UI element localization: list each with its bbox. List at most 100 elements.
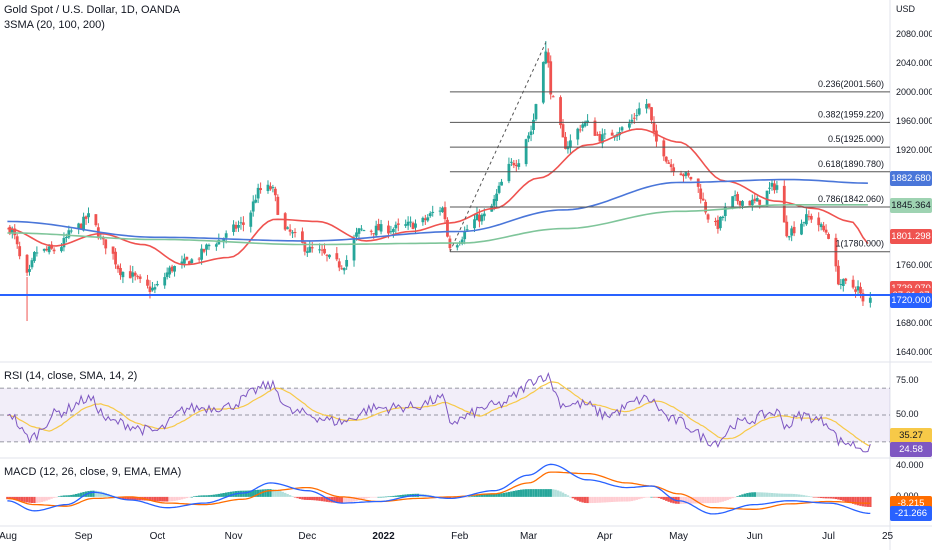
rsi-label[interactable]: RSI (14, close, SMA, 14, 2) [4, 370, 138, 382]
macd-histogram-bar [296, 496, 299, 499]
macd-histogram-bar [869, 496, 872, 507]
candle-body [839, 283, 843, 285]
candle-body [753, 198, 757, 201]
macd-histogram-bar [571, 496, 575, 499]
candle-body [438, 210, 442, 212]
macd-histogram-bar [844, 496, 847, 502]
candle-body [738, 200, 742, 206]
macd-histogram-bar [478, 494, 481, 497]
macd-histogram-bar [751, 492, 754, 497]
macd-histogram-bar [35, 496, 39, 503]
candle-body [455, 245, 459, 248]
macd-histogram-bar [306, 496, 309, 500]
candle-body [421, 217, 425, 223]
macd-histogram-bar [315, 496, 319, 501]
macd-histogram-bar [210, 494, 213, 497]
macd-histogram-bar [468, 496, 471, 498]
macd-histogram-bar [360, 496, 363, 500]
candle-body [138, 276, 142, 279]
macd-histogram-bar [726, 496, 729, 501]
candle-body [822, 225, 826, 231]
candle-body [190, 259, 194, 264]
macd-histogram-bar [633, 496, 636, 501]
macd-histogram-bar [229, 491, 233, 497]
candle-body [222, 238, 226, 243]
candle-body [714, 221, 717, 223]
macd-histogram-bar [490, 493, 493, 497]
macd-histogram-bar [669, 496, 673, 503]
candle-body [335, 253, 339, 260]
candle-body [173, 266, 176, 272]
macd-histogram-bar [802, 495, 806, 497]
candle-body [414, 223, 417, 228]
macd-histogram-bar [520, 489, 523, 497]
macd-histogram-bar [370, 496, 373, 498]
macd-histogram-bar [185, 496, 189, 499]
candle-body [495, 193, 499, 201]
macd-histogram-bar [33, 496, 36, 504]
candle-body [721, 216, 725, 218]
rsi-axis-tick: 50.00 [896, 409, 919, 419]
candle-body [396, 223, 400, 225]
candle-body [121, 271, 125, 278]
macd-histogram-bar [642, 496, 646, 498]
macd-histogram-bar [566, 495, 570, 497]
macd-histogram-bar [279, 490, 282, 497]
macd-histogram-bar [731, 496, 734, 499]
candle-body [148, 286, 152, 293]
macd-histogram-bar [537, 489, 540, 497]
ma-label[interactable]: 3SMA (20, 100, 200) [4, 19, 105, 31]
candle-body [111, 246, 115, 254]
candle-body [25, 254, 29, 273]
candles [8, 48, 872, 308]
candle-body [637, 108, 641, 115]
candle-body [549, 61, 553, 95]
macd-histogram-bar [532, 489, 535, 497]
macd-histogram-bar [271, 489, 275, 497]
macd-histogram-bar [652, 496, 656, 498]
macd-histogram-bar [618, 496, 621, 502]
macd-histogram-bar [446, 496, 449, 499]
macd-histogram-bar [318, 496, 321, 501]
candle-body [266, 184, 270, 192]
macd-label[interactable]: MACD (12, 26, close, 9, EMA, EMA) [4, 466, 182, 478]
candle-body [202, 249, 206, 252]
candle-body [465, 229, 469, 231]
candle-body [239, 222, 243, 224]
macd-histogram-bar [55, 496, 58, 498]
candle-body [64, 237, 68, 239]
macd-histogram-bar [151, 496, 154, 501]
macd-histogram-bar [340, 496, 343, 504]
macd-histogram-bar [559, 491, 562, 497]
macd-histogram-bar [293, 496, 297, 498]
candle-body [45, 248, 49, 251]
macd-histogram-bar [342, 496, 346, 504]
candle-body [578, 129, 582, 131]
candle-body [765, 190, 769, 207]
candle-body [404, 224, 408, 226]
macd-histogram-bar [606, 496, 609, 503]
candle-body [379, 224, 383, 232]
macd-histogram-bar [175, 496, 179, 501]
macd-histogram-bar [67, 495, 71, 497]
price-tag: 1801.298 [890, 229, 932, 245]
time-axis-tick: 2022 [372, 531, 395, 542]
macd-histogram-bar [352, 496, 356, 502]
rsi-tag: 35.27 [890, 427, 932, 443]
candle-body [524, 139, 528, 165]
candle-body [527, 135, 530, 139]
candle-body [391, 229, 395, 233]
macd-histogram-bar [859, 496, 862, 506]
candle-body [394, 224, 398, 229]
macd-histogram-bar [286, 493, 289, 497]
time-axis-tick: May [669, 531, 689, 542]
candle-body [512, 162, 516, 166]
macd-histogram-bar [665, 496, 668, 501]
macd-histogram-bar [854, 496, 857, 505]
candle-body [101, 238, 105, 240]
candle-body [320, 249, 324, 251]
macd-histogram-bar [842, 496, 845, 501]
candle-body [517, 163, 521, 167]
candle-body [684, 172, 688, 176]
